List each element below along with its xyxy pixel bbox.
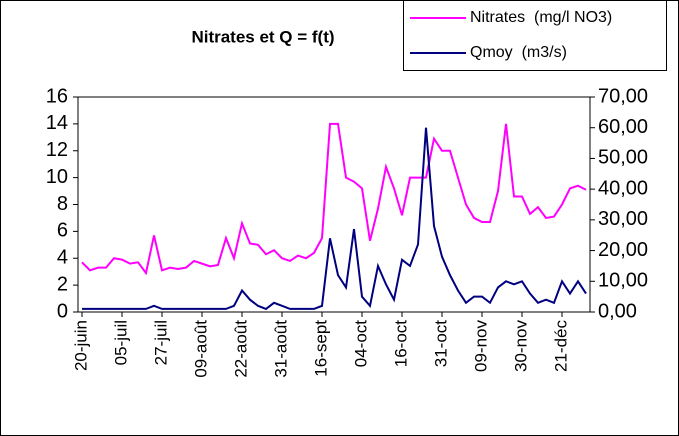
y2-tick-label: 40,00 [598,177,648,199]
x-tick-label: 09-nov [471,320,490,372]
y-tick-label: 8 [57,193,68,215]
y-tick-label: 16 [46,85,68,107]
y-tick-label: 0 [57,300,68,322]
x-tick-label: 04-oct [351,320,370,368]
x-tick-label: 27-juil [151,320,170,365]
y-tick-label: 10 [46,166,68,188]
series-line [81,122,587,276]
x-tick-label: 21-déc [551,320,570,372]
x-tick-label: 09-août [191,320,210,378]
y2-tick-label: 70,00 [598,85,648,107]
y2-tick-label: 10,00 [598,270,648,292]
y-tick-label: 6 [57,220,68,242]
y2-tick-label: 20,00 [598,239,648,261]
x-tick-label: 20-juin [71,320,90,371]
legend-label: Qmoy (m3/s) [470,44,567,61]
series-line [82,127,587,311]
x-tick-label: 30-nov [511,320,530,372]
x-tick-label: 16-oct [391,320,410,368]
chart-title: Nitrates et Q = f(t) [191,27,334,46]
y2-tick-label: 60,00 [598,116,648,138]
y2-tick-label: 0,00 [598,300,637,322]
x-tick-label: 05-juil [111,320,130,365]
legend [403,0,667,71]
y-tick-label: 2 [57,273,68,295]
x-tick-label: 22-août [231,320,250,378]
x-tick-label: 31-août [271,320,290,378]
x-tick-label: 31-oct [431,320,450,368]
y2-tick-label: 30,00 [598,208,648,230]
y-tick-label: 4 [57,247,68,269]
y2-tick-label: 50,00 [598,147,648,169]
legend-label: Nitrates (mg/l NO3) [470,9,612,26]
y-tick-label: 12 [46,139,68,161]
y-tick-label: 14 [46,112,68,134]
x-tick-label: 16-sept [311,320,330,377]
